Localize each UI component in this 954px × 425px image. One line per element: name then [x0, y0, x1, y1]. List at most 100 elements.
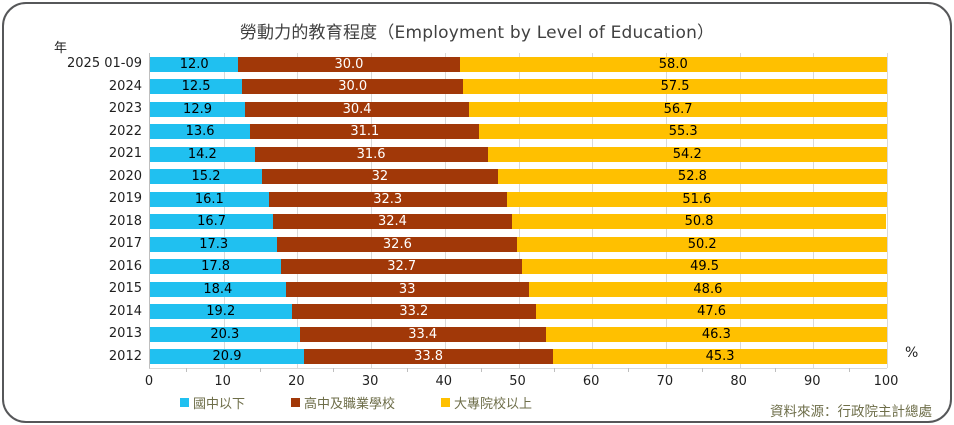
bar-segment-junior-high-below: 12.9: [150, 101, 246, 117]
bar-segment-senior-high-vocational: 32.3: [268, 191, 507, 207]
bar-segment-college-above: 49.5: [522, 259, 887, 275]
bar-value-label: 58.0: [658, 56, 688, 72]
bar-value-label: 30.0: [334, 56, 364, 72]
bar-value-label: 13.6: [185, 124, 215, 140]
bar-row: 16.7 32.4 50.8: [150, 214, 887, 230]
axis-minor-tick: [849, 368, 851, 372]
bar-segment-senior-high-vocational: 32.7: [281, 259, 523, 275]
bar-value-label: 51.6: [682, 191, 712, 207]
bar-segment-junior-high-below: 19.2: [150, 304, 292, 320]
bar-segment-senior-high-vocational: 32.6: [277, 236, 518, 252]
category-label: 2025 01-09: [67, 56, 142, 71]
axis-minor-tick: [259, 368, 261, 372]
gridline-vertical: [444, 53, 446, 368]
bar-segment-junior-high-below: 17.8: [150, 259, 282, 275]
bar-value-label: 12.5: [181, 79, 211, 95]
category-axis: 2025 01-09 2024 2023 2022 2021 2020 2019 2018 20…: [22, 53, 142, 368]
bar-value-label: 52.8: [677, 169, 707, 185]
bar-segment-college-above: 55.3: [479, 124, 887, 140]
category-label: 2022: [108, 123, 142, 139]
bar-segment-junior-high-below: 20.3: [150, 326, 300, 342]
x-axis-unit-label: %: [905, 345, 919, 361]
bar-segment-junior-high-below: 18.4: [150, 281, 286, 297]
bar-value-label: 30.0: [338, 79, 368, 95]
gridline-vertical: [887, 53, 888, 368]
bar-segment-senior-high-vocational: 32.4: [273, 214, 512, 230]
bar-segment-college-above: 50.2: [517, 236, 887, 252]
legend-item-junior-high-below: 國中以下: [180, 393, 245, 412]
bar-segment-college-above: 54.2: [487, 146, 887, 162]
bar-value-label: 33.8: [414, 349, 444, 365]
bar-value-label: 33: [398, 281, 416, 297]
category-label: 2015: [108, 281, 142, 296]
bar-value-label: 50.2: [687, 236, 717, 252]
bar-value-label: 17.3: [199, 236, 229, 252]
axis-minor-tick: [480, 368, 482, 372]
bar-row: 20.9 33.8 45.3: [150, 349, 887, 365]
legend-item-college-above: 大專院校以上: [441, 393, 532, 412]
category-label: 2012: [108, 348, 142, 364]
bar-segment-senior-high-vocational: 31.1: [250, 124, 480, 140]
x-axis-tick-label: 60: [582, 374, 600, 389]
gridline-vertical: [813, 53, 815, 368]
bar-row: 19.2 33.2 47.6: [150, 304, 887, 320]
bar-segment-senior-high-vocational: 33.4: [299, 326, 546, 342]
bar-value-label: 56.7: [663, 101, 693, 117]
axis-minor-tick: [775, 368, 777, 372]
bar-value-label: 15.2: [191, 169, 221, 185]
bar-row: 12.0 30.0 58.0: [150, 56, 887, 72]
bar-segment-college-above: 50.8: [511, 214, 887, 230]
bar-row: 17.3 32.6 50.2: [150, 236, 887, 252]
bar-segment-senior-high-vocational: 30.4: [245, 101, 470, 117]
bar-row: 18.4 33 48.6: [150, 281, 887, 297]
x-axis-tick-label: 100: [873, 374, 899, 389]
category-label: 2023: [108, 101, 142, 116]
bar-value-label: 17.8: [201, 259, 231, 275]
bar-value-label: 32.4: [377, 214, 407, 230]
bar-value-label: 32.6: [382, 236, 412, 252]
legend-item-senior-high-vocational: 高中及職業學校: [291, 393, 395, 412]
bar-segment-college-above: 52.8: [497, 169, 887, 185]
bar-value-label: 16.7: [197, 214, 227, 230]
bar-segment-junior-high-below: 16.1: [150, 191, 269, 207]
bar-row: 20.3 33.4 46.3: [150, 326, 887, 342]
legend: 國中以下 高中及職業學校 大專院校以上: [180, 393, 532, 412]
bar-value-label: 14.2: [187, 146, 217, 162]
bar-value-label: 20.9: [212, 349, 242, 365]
legend-label: 大專院校以上: [454, 397, 533, 412]
bar-value-label: 46.3: [701, 326, 731, 342]
bar-segment-college-above: 45.3: [553, 349, 887, 365]
axis-minor-tick: [554, 368, 556, 372]
bar-segment-senior-high-vocational: 30.0: [242, 79, 464, 95]
bar-segment-senior-high-vocational: 33: [285, 281, 529, 297]
category-label: 2021: [108, 146, 142, 161]
axis-minor-tick: [701, 368, 703, 372]
legend-swatch-icon: [180, 398, 189, 407]
bar-segment-junior-high-below: 12.0: [150, 56, 239, 72]
legend-label: 高中及職業學校: [304, 397, 396, 412]
category-label: 2017: [108, 236, 142, 251]
x-axis-tick-label: 20: [288, 374, 305, 389]
bar-value-label: 50.8: [684, 214, 714, 230]
x-axis-tick-label: 70: [656, 374, 674, 389]
source-note: 資料來源：行政院主計總處: [770, 404, 932, 420]
bar-row: 17.8 32.7 49.5: [150, 259, 887, 275]
bar-value-label: 31.6: [356, 146, 386, 162]
bar-value-label: 12.9: [183, 101, 212, 117]
bar-segment-junior-high-below: 15.2: [150, 169, 263, 185]
bar-value-label: 47.6: [697, 304, 727, 320]
bar-value-label: 32.3: [373, 191, 403, 207]
x-axis-tick-label: 50: [509, 374, 526, 389]
bar-segment-college-above: 51.6: [506, 191, 887, 207]
category-label: 2019: [108, 191, 142, 206]
x-axis-minor-ticks: [149, 368, 886, 373]
bar-segment-senior-high-vocational: 31.6: [254, 146, 488, 162]
category-label: 2014: [108, 303, 142, 319]
bar-row: 12.5 30.0 57.5: [150, 79, 887, 95]
gridline-vertical: [518, 53, 520, 368]
bar-segment-junior-high-below: 12.5: [150, 79, 243, 95]
bar-value-label: 55.3: [668, 124, 698, 140]
bar-segment-college-above: 46.3: [545, 326, 887, 342]
x-axis-tick-label: 10: [214, 374, 231, 389]
